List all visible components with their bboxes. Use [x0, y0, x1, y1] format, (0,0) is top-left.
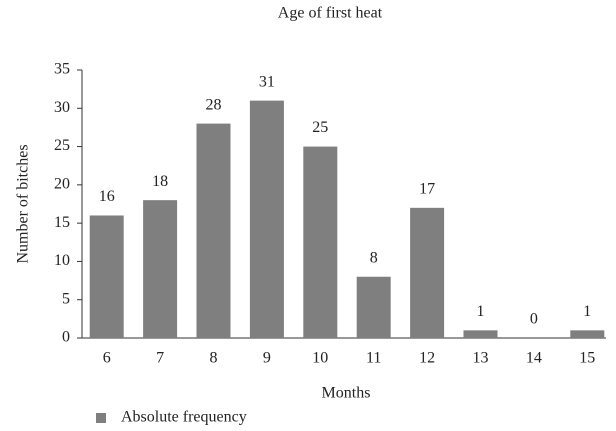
y-tick-label: 25: [54, 137, 70, 154]
bar: [463, 330, 498, 338]
y-axis-label: Number of bitches: [15, 144, 32, 263]
y-tick-label: 10: [54, 252, 70, 269]
data-label: 0: [530, 311, 538, 328]
data-label: 16: [99, 188, 115, 205]
x-tick-label: 15: [579, 350, 595, 367]
data-label: 1: [477, 303, 485, 320]
data-label: 31: [259, 73, 275, 90]
bar: [89, 215, 124, 338]
y-tick-label: 30: [54, 99, 70, 116]
y-tick-label: 15: [54, 214, 70, 231]
data-label: 1: [583, 303, 591, 320]
bar: [143, 200, 178, 338]
y-tick-label: 5: [62, 290, 70, 307]
legend-label: Absolute frequency: [121, 409, 247, 426]
data-label: 8: [370, 249, 378, 266]
y-tick-label: 0: [62, 329, 70, 346]
x-tick-label: 9: [263, 350, 271, 367]
bar: [570, 330, 605, 338]
data-label: 25: [312, 119, 328, 136]
bar: [303, 146, 338, 338]
data-label: 28: [206, 96, 222, 113]
x-tick-label: 13: [473, 350, 489, 367]
data-label: 17: [419, 181, 435, 198]
bar: [196, 123, 231, 338]
bar: [249, 100, 284, 338]
x-tick-label: 6: [103, 350, 111, 367]
y-tick-label: 20: [54, 176, 70, 193]
bar: [356, 276, 391, 338]
x-tick-label: 11: [366, 350, 381, 367]
x-tick-label: 12: [419, 350, 435, 367]
data-label: 18: [152, 173, 168, 190]
x-axis-label: Months: [322, 385, 371, 402]
x-tick-label: 14: [526, 350, 542, 367]
x-tick-label: 10: [312, 350, 328, 367]
y-tick-label: 35: [54, 61, 70, 78]
legend-swatch: [96, 413, 106, 423]
chart-title: Age of first heat: [278, 5, 383, 22]
x-tick-label: 7: [156, 350, 164, 367]
x-tick-label: 8: [210, 350, 218, 367]
bar: [410, 207, 445, 338]
